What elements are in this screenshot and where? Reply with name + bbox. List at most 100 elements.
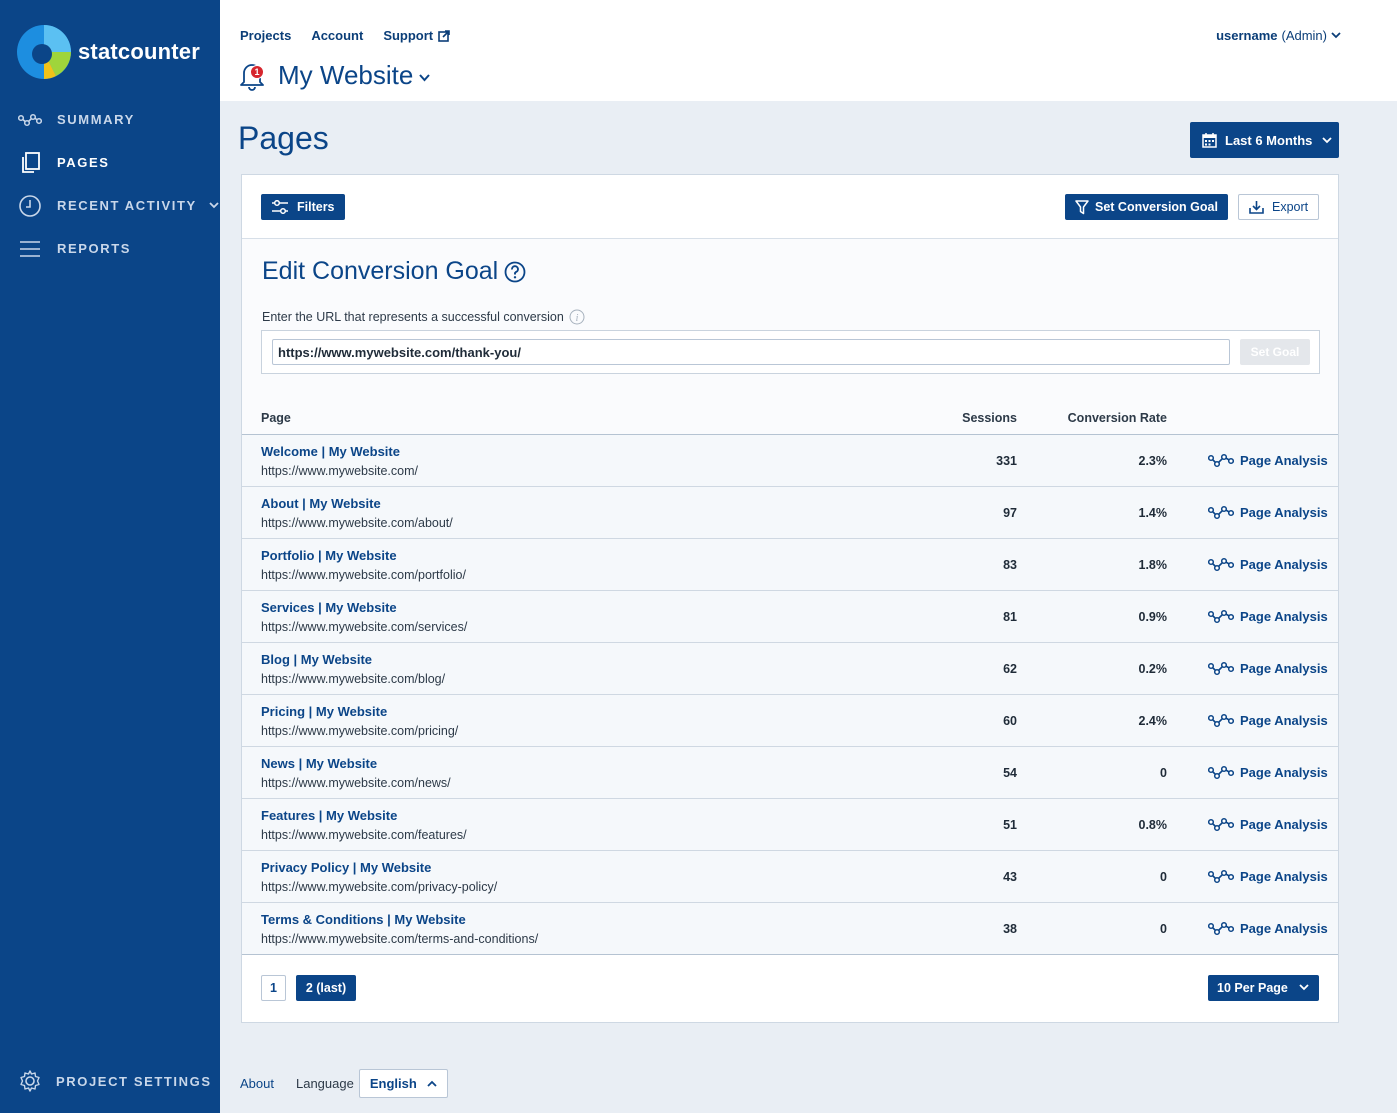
language-select[interactable]: English <box>358 1069 448 1098</box>
page-analysis-label: Page Analysis <box>1240 660 1328 676</box>
page-url: https://www.mywebsite.com/services/ <box>261 620 468 634</box>
reports-icon <box>18 237 42 261</box>
conversion-goal-label-text: Enter the URL that represents a successf… <box>262 310 564 324</box>
sessions-value: 60 <box>1003 714 1017 728</box>
analysis-icon <box>1208 817 1234 832</box>
page-analysis-link[interactable]: Page Analysis <box>1208 452 1328 468</box>
filters-label: Filters <box>297 200 335 214</box>
sessions-value: 62 <box>1003 662 1017 676</box>
nav-projects[interactable]: Projects <box>240 28 292 43</box>
user-menu[interactable]: username (Admin) <box>1216 28 1341 43</box>
page-analysis-link[interactable]: Page Analysis <box>1208 660 1328 676</box>
date-range-button[interactable]: Last 6 Months <box>1190 122 1339 158</box>
nav-support-label: Support <box>383 28 434 43</box>
nav-account[interactable]: Account <box>311 28 364 43</box>
nav-support[interactable]: Support <box>383 28 450 43</box>
page-title-link[interactable]: Privacy Policy | My Website <box>261 860 432 875</box>
sliders-icon <box>272 200 288 214</box>
sidebar-item-summary[interactable]: SUMMARY <box>0 98 220 141</box>
sidebar-item-reports[interactable]: REPORTS <box>0 227 220 270</box>
page-title-link[interactable]: About | My Website <box>261 496 381 511</box>
page-analysis-label: Page Analysis <box>1240 504 1328 520</box>
page-analysis-link[interactable]: Page Analysis <box>1208 556 1328 572</box>
page-title-link[interactable]: Features | My Website <box>261 808 398 823</box>
conversion-rate-value: 2.3% <box>1138 454 1168 468</box>
page-analysis-link[interactable]: Page Analysis <box>1208 608 1328 624</box>
per-page-select[interactable]: 10 Per Page <box>1208 975 1319 1001</box>
analysis-icon <box>1208 713 1234 728</box>
brand-name: statcounter <box>78 39 200 64</box>
page-analysis-link[interactable]: Page Analysis <box>1208 868 1328 884</box>
set-conversion-goal-button[interactable]: Set Conversion Goal <box>1065 194 1228 220</box>
page-analysis-label: Page Analysis <box>1240 452 1328 468</box>
table-row: Pricing | My Website https://www.mywebsi… <box>242 694 1338 746</box>
footer: About Language English <box>240 1069 448 1098</box>
project-settings-label: PROJECT SETTINGS <box>56 1073 212 1089</box>
site-selector[interactable]: My Website <box>278 60 431 91</box>
page-title-link[interactable]: Blog | My Website <box>261 652 373 667</box>
page-title-link[interactable]: News | My Website <box>261 756 378 771</box>
chevron-down-icon <box>1299 984 1309 991</box>
sessions-value: 43 <box>1003 870 1017 884</box>
set-goal-button[interactable]: Set Goal <box>1240 339 1310 365</box>
page-2-button[interactable]: 2 (last) <box>296 975 356 1001</box>
page-analysis-link[interactable]: Page Analysis <box>1208 920 1328 936</box>
page-analysis-link[interactable]: Page Analysis <box>1208 712 1328 728</box>
page-analysis-link[interactable]: Page Analysis <box>1208 816 1328 832</box>
page-title-link[interactable]: Welcome | My Website <box>261 444 400 459</box>
analysis-icon <box>1208 557 1234 572</box>
sessions-value: 81 <box>1003 610 1017 624</box>
page-title-link[interactable]: Services | My Website <box>261 600 397 615</box>
column-header-sessions[interactable]: Sessions <box>962 411 1017 425</box>
page-title-link[interactable]: Terms & Conditions | My Website <box>261 912 466 927</box>
panel-toolbar: Filters Set Conversion Goal Export <box>242 175 1338 239</box>
page-1-button[interactable]: 1 <box>261 975 286 1001</box>
sidebar: statcounter SUMMARY PAGES RECENT ACTIVIT… <box>0 0 220 1113</box>
set-conversion-goal-label: Set Conversion Goal <box>1095 200 1218 214</box>
conversion-goal-label: Enter the URL that represents a successf… <box>262 309 585 325</box>
help-icon[interactable] <box>504 261 526 283</box>
sessions-value: 51 <box>1003 818 1017 832</box>
page-url: https://www.mywebsite.com/ <box>261 464 418 478</box>
sidebar-item-recent-activity[interactable]: RECENT ACTIVITY <box>0 184 220 227</box>
table-row: Terms & Conditions | My Website https://… <box>242 902 1338 954</box>
logo[interactable]: statcounter <box>16 24 200 80</box>
conversion-rate-value: 1.4% <box>1138 506 1168 520</box>
topbar: Projects Account Support username (Admin… <box>220 0 1397 101</box>
page-url: https://www.mywebsite.com/terms-and-cond… <box>261 932 539 946</box>
top-nav: Projects Account Support <box>240 28 450 43</box>
page-title-link[interactable]: Portfolio | My Website <box>261 548 397 563</box>
download-icon <box>1249 201 1264 214</box>
export-button[interactable]: Export <box>1238 194 1320 220</box>
page-title-link[interactable]: Pricing | My Website <box>261 704 388 719</box>
sessions-value: 97 <box>1003 506 1017 520</box>
info-icon[interactable]: i <box>569 309 585 325</box>
chevron-down-icon <box>1322 136 1333 143</box>
analysis-icon <box>1208 869 1234 884</box>
page-analysis-link[interactable]: Page Analysis <box>1208 504 1328 520</box>
footer-about-link[interactable]: About <box>240 1076 274 1091</box>
per-page-label: 10 Per Page <box>1217 981 1288 995</box>
table-row: Portfolio | My Website https://www.myweb… <box>242 538 1338 590</box>
sessions-value: 331 <box>996 454 1017 468</box>
export-label: Export <box>1272 200 1309 214</box>
pages-panel: Filters Set Conversion Goal Export Edit … <box>241 174 1339 1023</box>
table-row: Privacy Policy | My Website https://www.… <box>242 850 1338 902</box>
column-header-conversion-rate[interactable]: Conversion Rate <box>1067 411 1167 425</box>
project-settings-link[interactable]: PROJECT SETTINGS <box>18 1069 212 1093</box>
sidebar-item-pages[interactable]: PAGES <box>0 141 220 184</box>
analysis-icon <box>1208 921 1234 936</box>
notifications-bell[interactable]: 1 <box>238 58 266 92</box>
page-url: https://www.mywebsite.com/privacy-policy… <box>261 880 498 894</box>
filters-button[interactable]: Filters <box>261 194 345 220</box>
notification-badge: 1 <box>250 65 264 79</box>
page-analysis-link[interactable]: Page Analysis <box>1208 764 1328 780</box>
pagination: 1 2 (last) 10 Per Page <box>242 954 1338 1022</box>
analysis-icon <box>1208 661 1234 676</box>
conversion-goal-url-input[interactable] <box>272 339 1230 365</box>
page-analysis-label: Page Analysis <box>1240 556 1328 572</box>
sidebar-item-label: PAGES <box>57 155 110 170</box>
language-label: Language <box>295 1076 354 1091</box>
chevron-down-icon <box>419 74 431 82</box>
site-selector-row: 1 My Website <box>238 58 431 92</box>
